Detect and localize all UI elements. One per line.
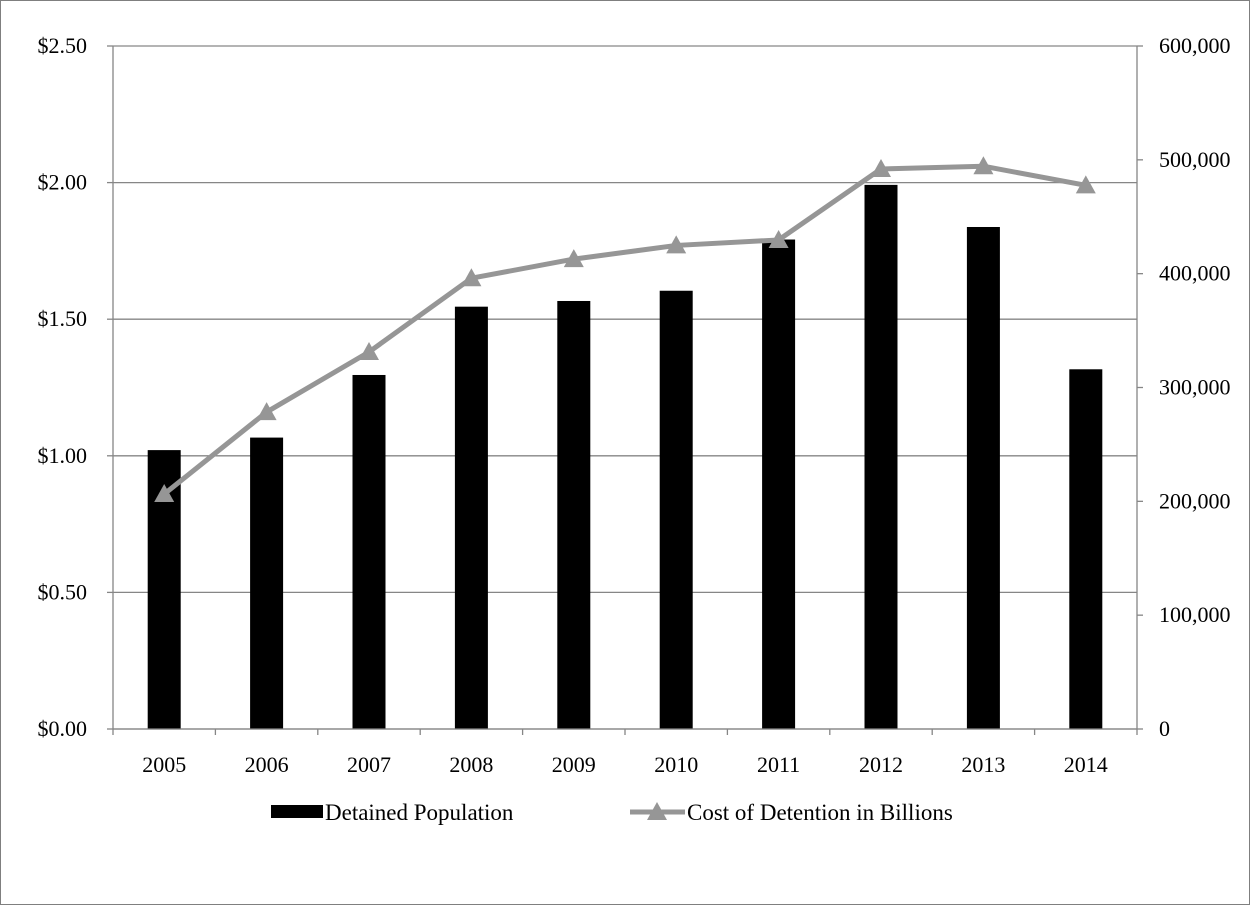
- left-tick-label: $1.50: [38, 306, 88, 331]
- bar: [250, 437, 284, 729]
- x-tick-label: 2005: [142, 752, 186, 777]
- cost-point: [154, 484, 175, 503]
- x-tick-label: 2009: [552, 752, 596, 777]
- cost-point: [359, 341, 379, 360]
- cost-point: [768, 229, 789, 248]
- cost-point: [256, 402, 277, 421]
- x-tick-label: 2010: [654, 752, 698, 777]
- right-tick-label: 500,000: [1159, 147, 1231, 172]
- cost-point: [563, 249, 584, 268]
- right-tick-label: 600,000: [1159, 33, 1231, 58]
- legend-triangle-marker: [647, 802, 667, 820]
- legend-label-detained-population: Detained Population: [325, 800, 514, 825]
- bar: [659, 290, 693, 729]
- x-tick-label: 2008: [449, 752, 493, 777]
- bar: [864, 184, 898, 730]
- cost-point: [1075, 175, 1096, 194]
- cost-point: [666, 235, 687, 254]
- left-tick-label: $2.00: [38, 170, 88, 195]
- cost-point: [871, 158, 891, 177]
- cost-point: [973, 156, 994, 175]
- right-tick-label: 0: [1159, 716, 1170, 741]
- x-tick-label: 2011: [757, 752, 800, 777]
- bar: [454, 306, 488, 729]
- x-tick-label: 2014: [1064, 752, 1108, 777]
- legend-bar-swatch: [271, 805, 323, 818]
- right-tick-label: 200,000: [1159, 488, 1231, 513]
- right-tick-label: 300,000: [1159, 375, 1231, 400]
- bar: [557, 300, 591, 729]
- bar: [762, 239, 796, 729]
- left-tick-label: $0.50: [38, 579, 88, 604]
- bar: [966, 226, 1000, 729]
- cost-line: [162, 163, 1087, 496]
- legend-label-cost: Cost of Detention in Billions: [687, 800, 953, 825]
- right-tick-label: 400,000: [1159, 261, 1231, 286]
- left-tick-label: $2.50: [38, 33, 88, 58]
- right-tick-label: 100,000: [1159, 602, 1231, 627]
- x-tick-label: 2012: [859, 752, 903, 777]
- x-tick-label: 2006: [245, 752, 289, 777]
- bar: [352, 374, 386, 729]
- x-tick-label: 2013: [961, 752, 1005, 777]
- cost-point: [461, 268, 482, 287]
- left-tick-label: $1.00: [38, 443, 88, 468]
- x-tick-label: 2007: [347, 752, 391, 777]
- bar: [1069, 369, 1103, 729]
- left-tick-label: $0.00: [38, 716, 88, 741]
